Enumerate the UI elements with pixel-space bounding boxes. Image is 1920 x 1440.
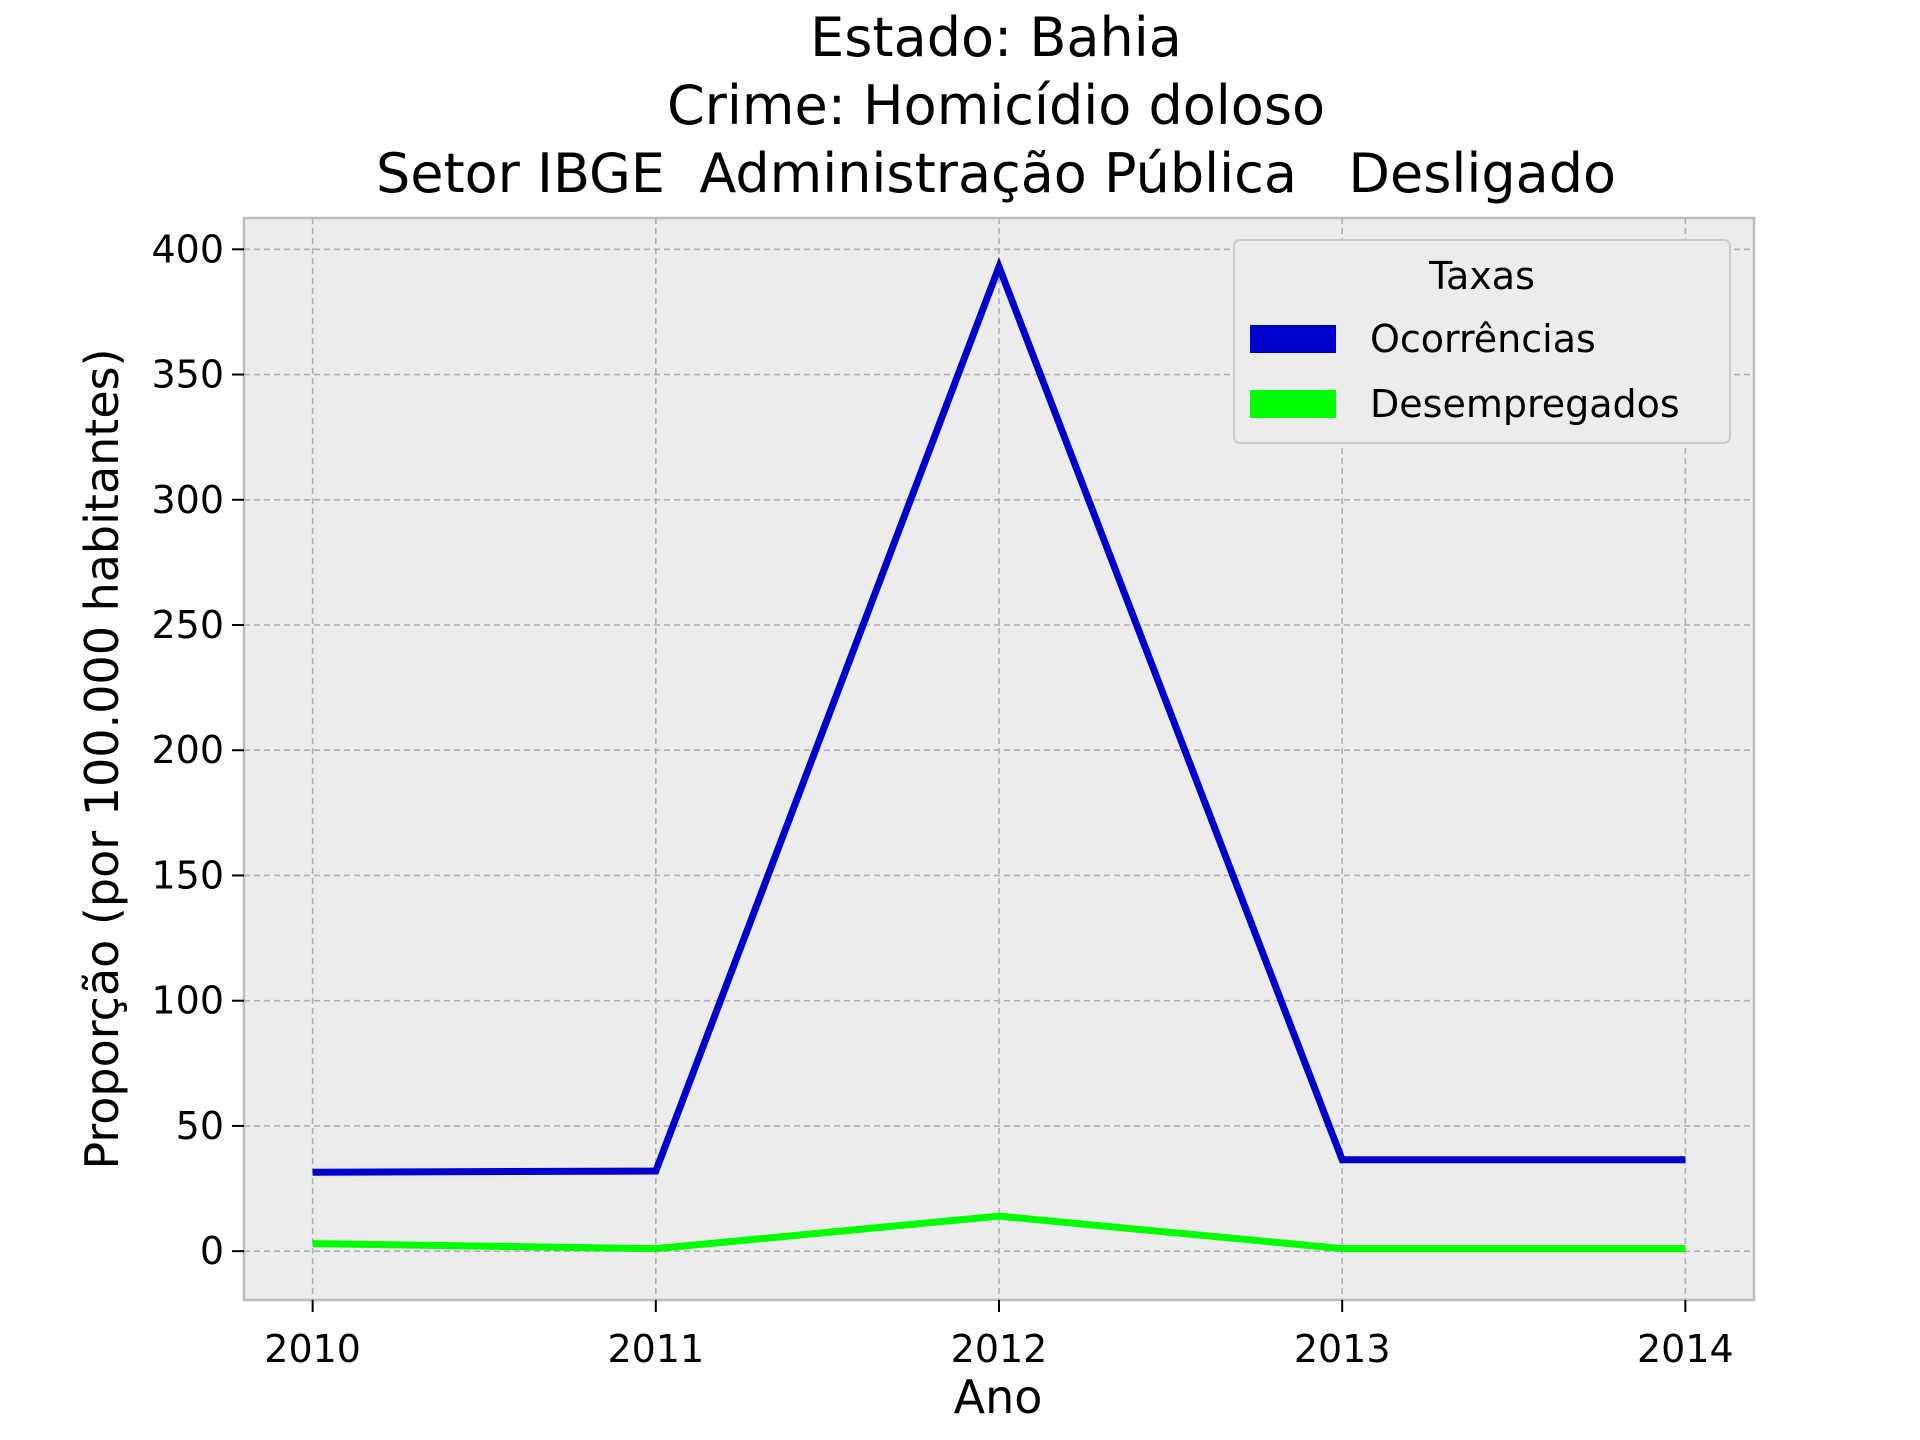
x-axis-ticks: 2010 2011 2012 2013 2014 [264,1300,1734,1371]
y-axis-label: Proporção (por 100.000 habitantes) [75,348,129,1169]
chart-title: Estado: Bahia Crime: Homicídio doloso Se… [376,6,1616,205]
x-axis-label: Ano [954,1370,1043,1424]
title-line-1: Estado: Bahia [810,6,1182,69]
legend-label-desempregados: Desempregados [1370,382,1680,426]
series-line-ocorrencias [312,257,1686,1176]
x-tick-label: 2014 [1637,1327,1734,1371]
y-axis-ticks: 0 50 100 150 200 250 300 350 400 [151,227,244,1273]
series-line-desempregados [312,1212,1686,1253]
title-line-2: Crime: Homicídio doloso [667,74,1325,137]
y-tick-label: 150 [151,853,224,897]
y-tick-label: 200 [151,728,224,772]
legend-title: Taxas [1428,254,1535,298]
x-tick-label: 2013 [1294,1327,1391,1371]
y-tick-label: 300 [151,478,224,522]
title-line-3: Setor IBGE Administração Pública Desliga… [376,142,1616,205]
y-tick-label: 350 [151,353,224,397]
y-tick-label: 100 [151,979,224,1023]
x-tick-label: 2011 [607,1327,704,1371]
legend-swatch-desempregados [1250,390,1336,418]
legend-label-ocorrencias: Ocorrências [1370,317,1596,361]
y-tick-label: 0 [200,1229,224,1273]
series-layer [312,257,1686,1253]
y-tick-label: 250 [151,603,224,647]
y-tick-label: 50 [176,1104,224,1148]
legend: Taxas Ocorrências Desempregados [1233,239,1731,444]
legend-swatch-ocorrencias [1250,325,1336,353]
y-tick-label: 400 [151,227,224,271]
legend-box [1233,239,1731,444]
x-tick-label: 2012 [951,1327,1048,1371]
x-tick-label: 2010 [264,1327,361,1371]
